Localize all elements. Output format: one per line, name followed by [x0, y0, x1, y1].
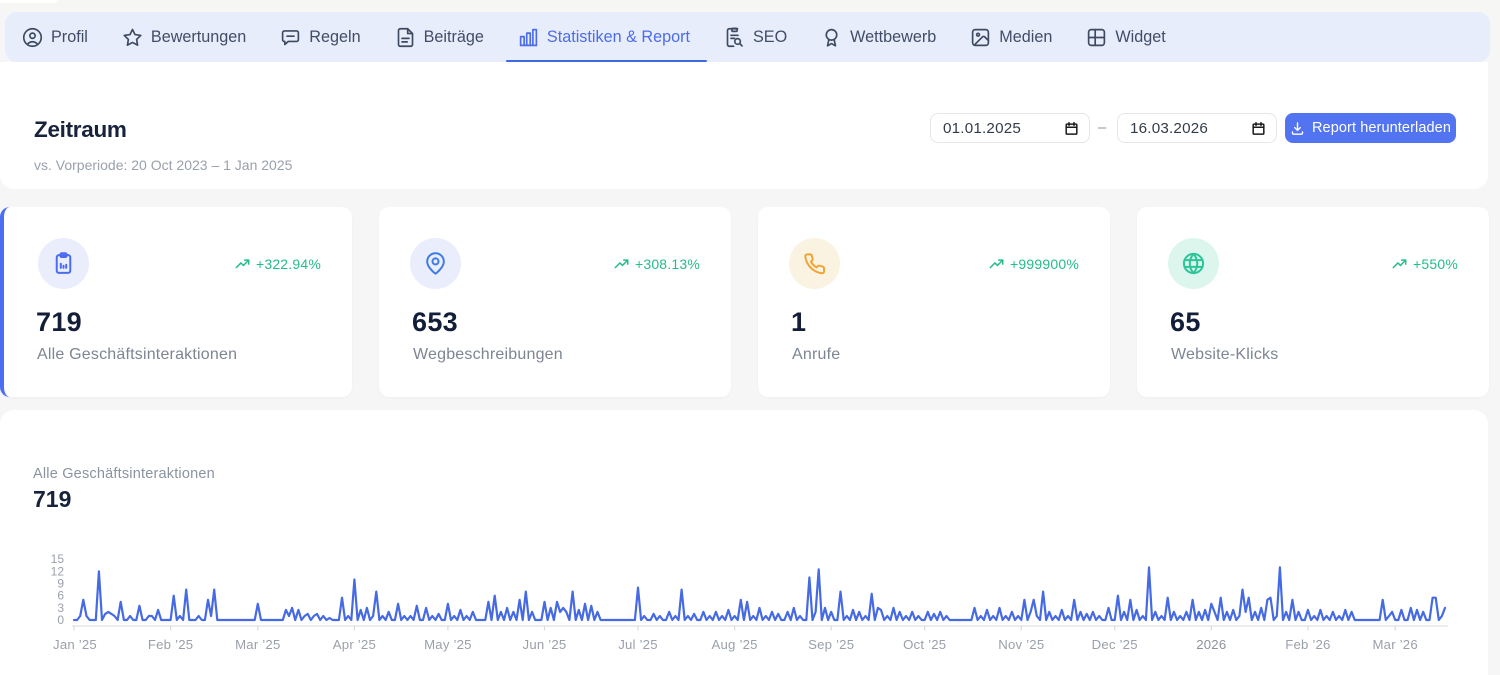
svg-text:Dec ’25: Dec ’25: [1092, 637, 1138, 652]
svg-text:Aug ’25: Aug ’25: [712, 637, 758, 652]
svg-text:Mar ’25: Mar ’25: [235, 637, 280, 652]
svg-text:12: 12: [51, 564, 65, 578]
svg-text:0: 0: [57, 613, 64, 627]
svg-text:Feb ’26: Feb ’26: [1285, 637, 1330, 652]
svg-text:Mar ’26: Mar ’26: [1373, 637, 1418, 652]
svg-text:Oct ’25: Oct ’25: [903, 637, 946, 652]
svg-text:Apr ’25: Apr ’25: [333, 637, 376, 652]
svg-text:9: 9: [57, 577, 64, 591]
svg-text:Feb ’25: Feb ’25: [148, 637, 193, 652]
svg-text:3: 3: [57, 601, 64, 615]
svg-text:May ’25: May ’25: [424, 637, 472, 652]
svg-text:15: 15: [51, 552, 65, 566]
svg-text:2026: 2026: [1196, 637, 1226, 652]
svg-text:Jun ’25: Jun ’25: [523, 637, 567, 652]
svg-text:Jan ’25: Jan ’25: [53, 637, 97, 652]
svg-text:6: 6: [57, 589, 64, 603]
svg-text:Sep ’25: Sep ’25: [808, 637, 854, 652]
svg-text:Jul ’25: Jul ’25: [618, 637, 658, 652]
svg-text:Nov ’25: Nov ’25: [998, 637, 1044, 652]
